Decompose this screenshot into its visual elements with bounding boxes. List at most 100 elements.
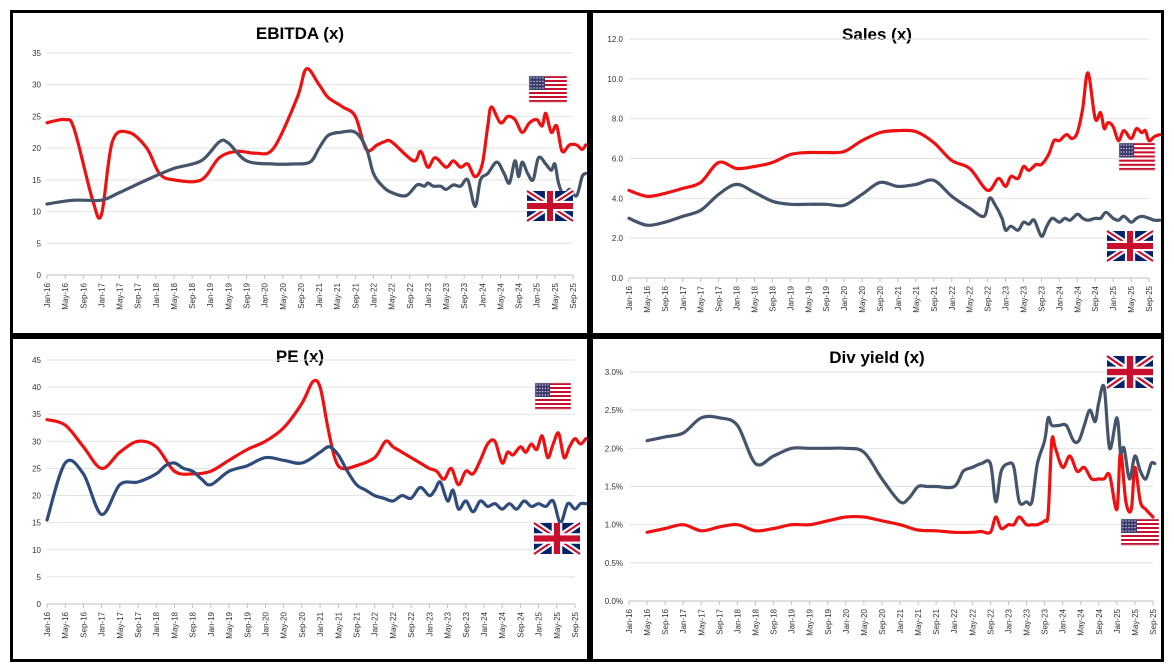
x-tick-label: Sep-23 bbox=[1041, 608, 1050, 634]
x-tick-label: May-22 bbox=[968, 608, 977, 635]
x-tick-label: Jan-18 bbox=[733, 285, 742, 310]
x-tick-label: May-18 bbox=[751, 608, 760, 635]
x-tick-label: May-16 bbox=[61, 282, 70, 309]
x-tick-label: May-25 bbox=[553, 611, 562, 638]
x-tick-label: May-23 bbox=[1023, 608, 1032, 635]
x-tick-label: Sep-17 bbox=[134, 611, 143, 637]
us-flag-icon bbox=[528, 75, 568, 103]
x-tick-label: May-19 bbox=[804, 285, 813, 312]
chart-title: Div yield (x) bbox=[829, 348, 924, 367]
x-tick-label: May-19 bbox=[224, 282, 233, 309]
x-tick-label: Sep-16 bbox=[79, 282, 88, 308]
y-tick-label: 35 bbox=[32, 49, 41, 58]
x-tick-label: May-20 bbox=[858, 285, 867, 312]
x-tick-label: May-24 bbox=[1077, 608, 1086, 635]
x-tick-label: Jan-19 bbox=[788, 608, 797, 633]
x-tick-label: Jan-24 bbox=[478, 282, 487, 307]
x-tick-label: Jan-20 bbox=[261, 282, 270, 307]
x-tick-label: May-19 bbox=[225, 611, 234, 638]
x-tick-label: Sep-18 bbox=[768, 285, 777, 311]
x-tick-label: Sep-20 bbox=[878, 608, 887, 634]
chart-title: PE (x) bbox=[276, 347, 324, 366]
x-tick-label: May-18 bbox=[170, 282, 179, 309]
x-tick-label: Sep-16 bbox=[661, 608, 670, 634]
x-tick-label: May-21 bbox=[914, 608, 923, 635]
x-tick-label: Jan-21 bbox=[894, 285, 903, 310]
y-tick-label: 20 bbox=[32, 144, 41, 153]
x-tick-label: May-25 bbox=[1127, 285, 1136, 312]
series-line-us bbox=[45, 378, 587, 487]
x-tick-label: Jan-19 bbox=[206, 282, 215, 307]
x-tick-label: May-24 bbox=[498, 611, 507, 638]
y-tick-label: 6.0 bbox=[612, 155, 624, 164]
x-tick-label: Jan-17 bbox=[97, 282, 106, 307]
series-line-us bbox=[45, 67, 587, 220]
x-tick-label: Jan-19 bbox=[786, 285, 795, 310]
x-tick-label: May-25 bbox=[1131, 608, 1140, 635]
x-tick-label: Jan-18 bbox=[733, 608, 742, 633]
chart-ebitda: EBITDA (x) 0 5 10 15 20 25 30 35 Jan-16 May-16 Sep-… bbox=[32, 24, 587, 310]
x-tick-label: Jan-21 bbox=[896, 608, 905, 633]
x-tick-label: Jan-22 bbox=[369, 282, 378, 307]
uk-flag-icon bbox=[1105, 353, 1155, 391]
x-tick-label: May-16 bbox=[61, 611, 70, 638]
us-flag-icon bbox=[1118, 142, 1156, 171]
x-tick-label: Sep-20 bbox=[876, 285, 885, 311]
x-tick-label: Jan-25 bbox=[533, 282, 542, 307]
x-tick-label: Sep-23 bbox=[462, 611, 471, 637]
x-tick-label: Sep-19 bbox=[824, 608, 833, 634]
series-line-uk bbox=[45, 129, 587, 209]
chart-title: Sales (x) bbox=[842, 25, 912, 44]
x-tick-label: Sep-16 bbox=[661, 285, 670, 311]
y-tick-label: 0.0% bbox=[605, 597, 623, 606]
x-tick-label: Jan-25 bbox=[1109, 285, 1118, 310]
x-tick-label: May-20 bbox=[860, 608, 869, 635]
x-tick-label: Sep-25 bbox=[569, 282, 578, 308]
y-tick-label: 45 bbox=[32, 356, 41, 365]
uk-flag-icon bbox=[1105, 228, 1155, 264]
x-tick-label: Sep-18 bbox=[770, 608, 779, 634]
us-flag-icon bbox=[534, 382, 572, 410]
x-tick-label: May-23 bbox=[444, 611, 453, 638]
x-tick-label: Sep-19 bbox=[243, 611, 252, 637]
x-tick-label: Sep-20 bbox=[297, 282, 306, 308]
uk-flag-icon bbox=[532, 520, 582, 557]
x-tick-label: Jan-16 bbox=[625, 285, 634, 310]
y-tick-label: 0.5% bbox=[605, 559, 623, 568]
x-tick-label: May-22 bbox=[966, 285, 975, 312]
x-tick-label: Jan-24 bbox=[1059, 608, 1068, 633]
x-tick-label: Sep-24 bbox=[516, 611, 525, 637]
x-tick-label: May-22 bbox=[389, 611, 398, 638]
y-tick-label: 15 bbox=[32, 176, 41, 185]
x-tick-label: May-16 bbox=[643, 285, 652, 312]
chart-pe: PE (x) 0 5 10 15 20 25 30 35 40 45 Jan-16 May-16 Sep-… bbox=[32, 347, 587, 639]
x-tick-label: Sep-21 bbox=[353, 611, 362, 637]
x-tick-label: Jan-23 bbox=[1002, 285, 1011, 310]
y-tick-label: 0 bbox=[37, 600, 42, 609]
x-tick-label: Jan-16 bbox=[625, 608, 634, 633]
x-tick-label: May-18 bbox=[751, 285, 760, 312]
y-tick-label: 4.0 bbox=[612, 194, 624, 203]
x-tick-label: Jan-25 bbox=[1113, 608, 1122, 633]
x-tick-label: Jan-24 bbox=[480, 611, 489, 636]
x-tick-label: Sep-18 bbox=[188, 282, 197, 308]
series-line-us bbox=[645, 435, 1155, 535]
chart-sales: Sales (x) 0.0 2.0 4.0 6.0 8.0 10.0 12.0 Jan-16 Ma… bbox=[607, 25, 1161, 313]
panel-divyield: Div yield (x) 0.0% 0.5% 1.0% 1.5% 2.0% 2.5% 3.0… bbox=[590, 336, 1164, 662]
x-tick-label: Jan-22 bbox=[371, 611, 380, 636]
y-tick-label: 15 bbox=[32, 519, 41, 528]
x-tick-label: Sep-16 bbox=[79, 611, 88, 637]
y-tick-label: 8.0 bbox=[612, 115, 624, 124]
y-tick-label: 25 bbox=[32, 112, 41, 121]
x-tick-label: Jan-22 bbox=[948, 285, 957, 310]
series-line-uk bbox=[645, 383, 1157, 507]
x-tick-label: Sep-22 bbox=[984, 285, 993, 311]
y-tick-label: 5 bbox=[37, 239, 42, 248]
x-tick-label: Jan-20 bbox=[840, 285, 849, 310]
x-tick-label: Jan-23 bbox=[1004, 608, 1013, 633]
y-tick-label: 10 bbox=[32, 208, 41, 217]
x-tick-label: Jan-21 bbox=[316, 611, 325, 636]
y-tick-label: 10 bbox=[32, 546, 41, 555]
x-tick-label: Sep-20 bbox=[298, 611, 307, 637]
x-tick-label: Sep-23 bbox=[1037, 285, 1046, 311]
